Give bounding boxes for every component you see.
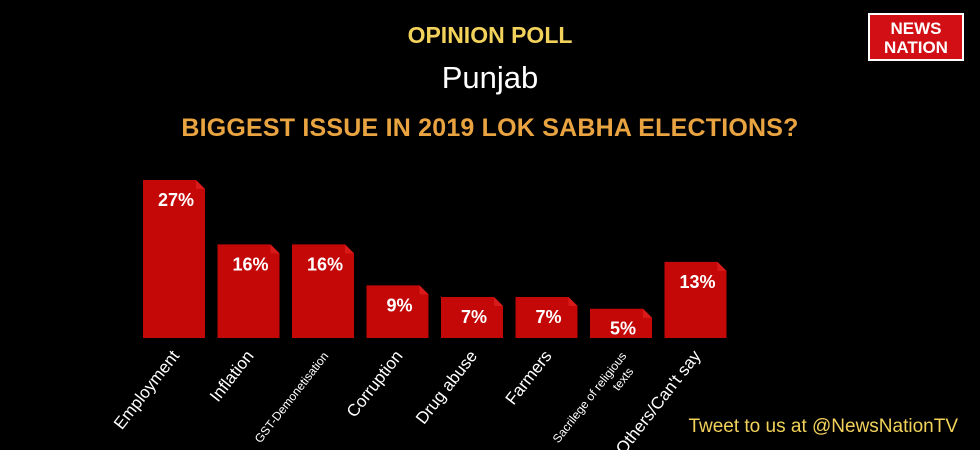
logo-line-1: NEWS xyxy=(890,19,942,38)
region-title: Punjab xyxy=(441,60,539,95)
bar-corner-gst-demonetisation xyxy=(345,244,354,254)
category-label-line: Corruption xyxy=(343,347,407,421)
value-label-drug-abuse: 7% xyxy=(461,307,487,327)
bar-sacrilege-of-religious-texts xyxy=(590,308,652,338)
value-label-inflation: 16% xyxy=(232,254,268,274)
bar-employment xyxy=(143,180,205,338)
value-label-farmers: 7% xyxy=(535,307,561,327)
bar-farmers xyxy=(515,297,578,338)
category-label-line: GST-Demonetisation xyxy=(252,349,332,445)
bar-corner-others-can-t-say xyxy=(717,261,727,271)
chart-question: BIGGEST ISSUE IN 2019 LOK SABHA ELECTION… xyxy=(181,114,799,142)
news-nation-logo: NEWS NATION xyxy=(868,13,964,61)
logo-line-2: NATION xyxy=(884,38,948,57)
bar-corner-sacrilege-of-religious-texts xyxy=(643,308,652,318)
category-label-line: Employment xyxy=(110,347,183,433)
bar-drug-abuse xyxy=(441,297,503,338)
category-label-farmers: Farmers xyxy=(502,347,556,409)
bar-others-can-t-say xyxy=(664,261,727,338)
category-label-drug-abuse: Drug abuse xyxy=(412,347,481,428)
bar-gst-demonetisation xyxy=(292,244,354,338)
value-label-others-can-t-say: 13% xyxy=(679,272,715,292)
bar-corruption xyxy=(366,285,429,338)
category-label-line: Drug abuse xyxy=(412,347,481,428)
tweet-prompt: Tweet to us at @NewsNationTV xyxy=(688,416,958,437)
category-label-corruption: Corruption xyxy=(343,347,407,421)
bar-inflation xyxy=(217,244,280,338)
category-label-inflation: Inflation xyxy=(206,347,258,406)
value-label-corruption: 9% xyxy=(386,295,412,315)
category-label-line: Inflation xyxy=(206,347,258,406)
bar-corner-employment xyxy=(196,180,205,189)
value-label-gst-demonetisation: 16% xyxy=(307,254,343,274)
category-label-line: Farmers xyxy=(502,347,556,409)
bar-corner-corruption xyxy=(419,285,429,295)
bar-corner-drug-abuse xyxy=(494,297,503,307)
category-label-employment: Employment xyxy=(110,347,183,433)
value-label-sacrilege-of-religious-texts: 5% xyxy=(610,319,636,339)
bar-corner-inflation xyxy=(270,244,280,254)
value-labels-group: 27% 16% 16% 9% 7% 7% 5% 13% xyxy=(158,190,716,339)
bar-corner-farmers xyxy=(568,297,578,307)
category-label-gst-demonetisation: GST-Demonetisation xyxy=(252,349,332,445)
bars-group xyxy=(143,180,727,338)
poll-label: OPINION POLL xyxy=(407,22,573,48)
value-label-employment: 27% xyxy=(158,190,194,210)
category-label-line: Sacrilege of religious xyxy=(550,349,630,445)
